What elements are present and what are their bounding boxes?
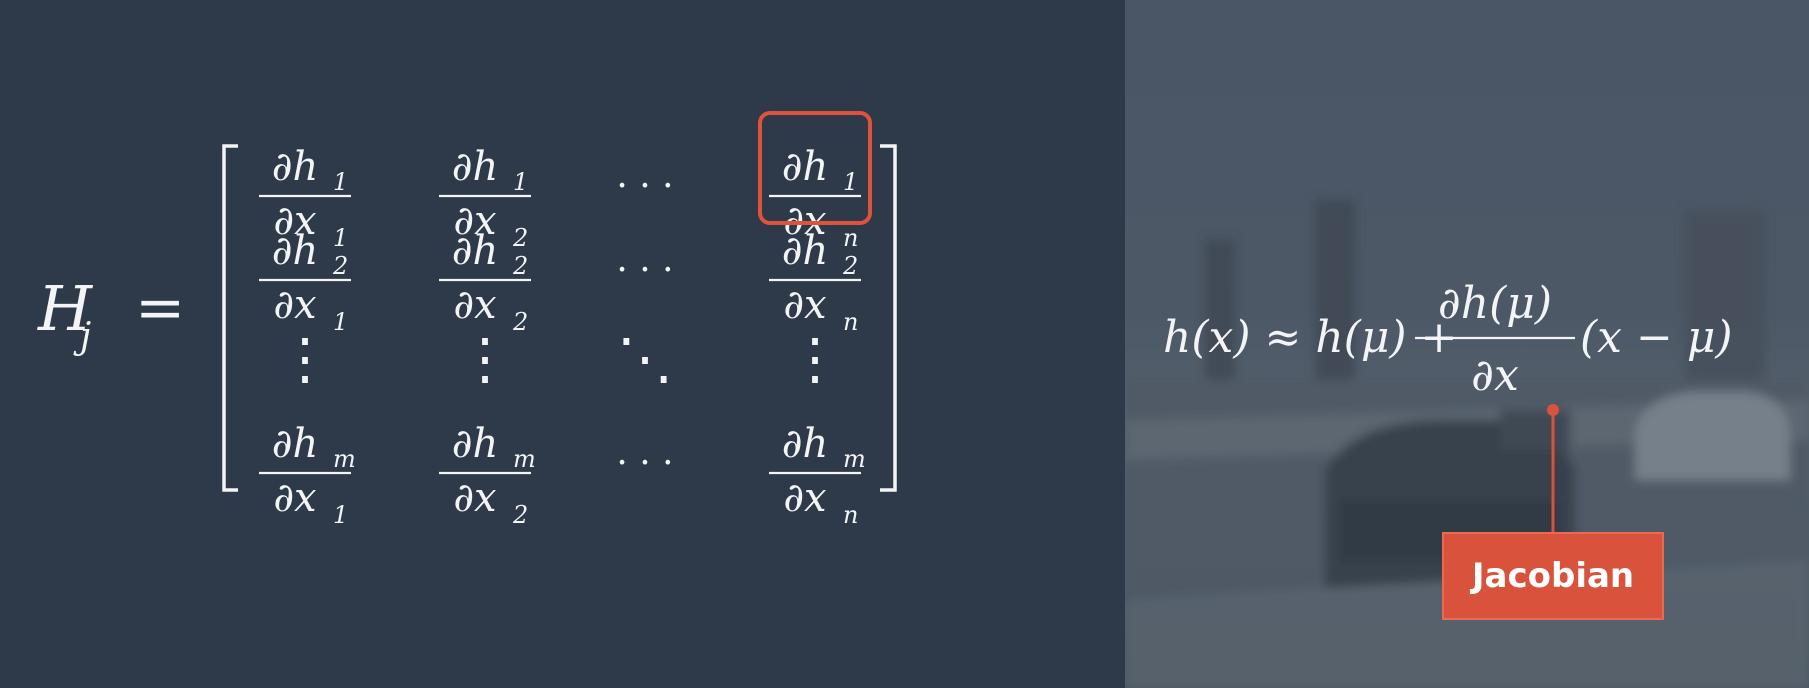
taylor-frac-denominator: ∂x [1471, 350, 1519, 401]
matrix-entry-denominator: ∂x [273, 282, 316, 328]
matrix-entry-denominator: ∂x [453, 475, 496, 521]
matrix-ellipsis: · · · [616, 166, 673, 207]
matrix-entry-denominator-subscript: n [843, 501, 858, 529]
matrix-ellipsis: ⋮ [277, 327, 333, 392]
taylor-expansion: h(x) ≈ h(μ) + ∂h(μ) ∂x (x − μ) [1163, 278, 1733, 534]
taylor-tail: (x − μ) [1580, 312, 1733, 363]
matrix-entry-numerator: ∂h [452, 144, 498, 190]
matrix-entry-denominator-subscript: 1 [333, 501, 348, 529]
matrix-entry-numerator: ∂h [272, 144, 318, 190]
matrix-cells: ∂h 1 ∂x 1 ∂h 1 ∂x 2 · · · ∂h 1 ∂x n ∂h 2 ∂x 1 ∂h 2 ∂x 2 · · ·… [259, 144, 866, 529]
highlight-box [758, 111, 872, 225]
matrix-entry-numerator: ∂h [782, 144, 828, 190]
matrix-entry-denominator: ∂x [783, 475, 826, 521]
matrix-entry-denominator-subscript: 2 [512, 501, 528, 529]
matrix-entry-numerator: ∂h [272, 228, 318, 274]
matrix-ellipsis: ⋱ [617, 327, 673, 392]
equals-sign: = [135, 273, 185, 343]
matrix-entry-numerator: ∂h [452, 421, 498, 467]
taylor-lhs: h(x) ≈ h(μ) + [1163, 312, 1457, 363]
matrix-entry-numerator-subscript: 2 [842, 252, 858, 280]
jacobian-label: Jacobian [1442, 532, 1664, 620]
matrix-entry-numerator-subscript: 1 [843, 168, 858, 196]
matrix-entry-numerator-subscript: 2 [512, 252, 528, 280]
matrix-entry-denominator-subscript: 2 [512, 308, 528, 336]
matrix-entry-denominator-subscript: n [843, 308, 858, 336]
background-road-image [1125, 0, 1809, 688]
matrix-entry-denominator: ∂x [453, 198, 496, 244]
matrix-entry-numerator: ∂h [452, 228, 498, 274]
matrix-entry-denominator: ∂x [273, 475, 316, 521]
matrix-entry-numerator: ∂h [272, 421, 318, 467]
matrix-ellipsis: ⋮ [457, 327, 513, 392]
jacobian-matrix-equation: H j = ∂h 1∂x 1∂h 1∂x 2· · · ∂h 1∂x n∂h 2∂x 1∂h 2∂x… [37, 111, 897, 529]
matrix-ellipsis: · · · [616, 443, 673, 484]
matrix-entry-denominator: ∂x [453, 282, 496, 328]
matrix-panel [0, 0, 1125, 688]
right-bracket [880, 144, 897, 492]
matrix-entry-denominator-subscript: 1 [333, 224, 348, 252]
matrix-entry-denominator-subscript: 2 [512, 224, 528, 252]
matrix-entry-denominator: ∂x [273, 198, 316, 244]
road-scene [1125, 200, 1809, 688]
matrix-entry-numerator-subscript: 1 [513, 168, 528, 196]
matrix-ellipsis: ⋮ [787, 327, 843, 392]
taylor-frac-numerator: ∂h(μ) [1438, 278, 1552, 329]
matrix-entry-numerator-subscript: 1 [333, 168, 348, 196]
matrix-entry-numerator-subscript: 2 [332, 252, 348, 280]
matrix-entry-denominator-subscript: n [843, 224, 858, 252]
matrix-ellipsis: · · · [616, 250, 673, 291]
matrix-entry-numerator-subscript: m [513, 445, 536, 473]
matrix-entry-denominator-subscript: 1 [333, 308, 348, 336]
left-bracket [222, 144, 238, 492]
matrix-symbol: H [37, 272, 94, 345]
matrix-entry-denominator: ∂x [783, 282, 826, 328]
matrix-entry-numerator-subscript: m [843, 445, 866, 473]
matrix-entry-numerator-subscript: m [333, 445, 356, 473]
matrix-entry-numerator: ∂h [782, 421, 828, 467]
matrix-entry-numerator: ∂h [782, 228, 828, 274]
